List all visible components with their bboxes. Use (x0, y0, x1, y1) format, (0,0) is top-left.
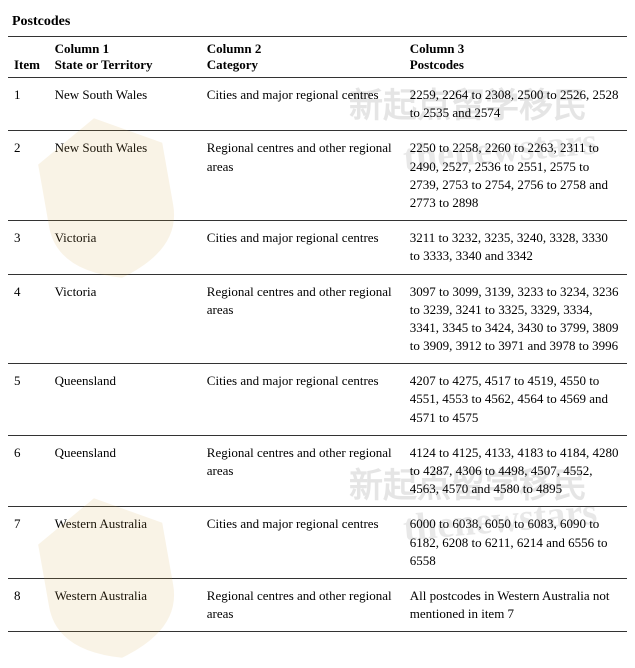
header-col2-sub: Category (207, 57, 398, 73)
header-col3-sub: Postcodes (410, 57, 621, 73)
table-row: 6 Queensland Regional centres and other … (8, 435, 627, 507)
cell-state: Queensland (49, 364, 201, 436)
table-row: 8 Western Australia Regional centres and… (8, 578, 627, 631)
cell-postcodes: 4124 to 4125, 4133, 4183 to 4184, 4280 t… (404, 435, 627, 507)
cell-postcodes: All postcodes in Western Australia not m… (404, 578, 627, 631)
cell-category: Regional centres and other regional area… (201, 435, 404, 507)
cell-postcodes: 3097 to 3099, 3139, 3233 to 3234, 3236 t… (404, 274, 627, 364)
cell-state: Victoria (49, 221, 201, 274)
cell-category: Regional centres and other regional area… (201, 131, 404, 221)
table-row: 1 New South Wales Cities and major regio… (8, 78, 627, 131)
cell-item: 4 (8, 274, 49, 364)
cell-item: 1 (8, 78, 49, 131)
cell-state: Queensland (49, 435, 201, 507)
cell-category: Cities and major regional centres (201, 364, 404, 436)
cell-category: Regional centres and other regional area… (201, 274, 404, 364)
table-row: 3 Victoria Cities and major regional cen… (8, 221, 627, 274)
cell-postcodes: 6000 to 6038, 6050 to 6083, 6090 to 6182… (404, 507, 627, 579)
cell-item: 2 (8, 131, 49, 221)
cell-state: Victoria (49, 274, 201, 364)
cell-category: Regional centres and other regional area… (201, 578, 404, 631)
cell-item: 7 (8, 507, 49, 579)
header-category: Column 2 Category (201, 37, 404, 78)
cell-item: 6 (8, 435, 49, 507)
cell-item: 5 (8, 364, 49, 436)
cell-postcodes: 3211 to 3232, 3235, 3240, 3328, 3330 to … (404, 221, 627, 274)
header-col1-sub: State or Territory (55, 57, 195, 73)
header-postcodes: Column 3 Postcodes (404, 37, 627, 78)
postcodes-table-container: 新起点留学移民 thenewstars 新起点留学移民 thenewstars … (8, 8, 627, 632)
header-item-label: Item (14, 57, 43, 73)
cell-state: Western Australia (49, 507, 201, 579)
cell-state: New South Wales (49, 78, 201, 131)
table-title: Postcodes (8, 8, 627, 37)
table-row: 2 New South Wales Regional centres and o… (8, 131, 627, 221)
table-row: 5 Queensland Cities and major regional c… (8, 364, 627, 436)
cell-category: Cities and major regional centres (201, 507, 404, 579)
header-item: Item (8, 37, 49, 78)
postcodes-table: Item Column 1 State or Territory Column … (8, 37, 627, 632)
table-row: 7 Western Australia Cities and major reg… (8, 507, 627, 579)
cell-state: Western Australia (49, 578, 201, 631)
header-col2-label: Column 2 (207, 41, 398, 57)
table-body: 1 New South Wales Cities and major regio… (8, 78, 627, 632)
header-col1-label: Column 1 (55, 41, 195, 57)
cell-item: 8 (8, 578, 49, 631)
cell-postcodes: 2250 to 2258, 2260 to 2263, 2311 to 2490… (404, 131, 627, 221)
cell-state: New South Wales (49, 131, 201, 221)
cell-item: 3 (8, 221, 49, 274)
header-col3-label: Column 3 (410, 41, 621, 57)
cell-category: Cities and major regional centres (201, 78, 404, 131)
header-row: Item Column 1 State or Territory Column … (8, 37, 627, 78)
cell-postcodes: 4207 to 4275, 4517 to 4519, 4550 to 4551… (404, 364, 627, 436)
header-state: Column 1 State or Territory (49, 37, 201, 78)
table-row: 4 Victoria Regional centres and other re… (8, 274, 627, 364)
cell-category: Cities and major regional centres (201, 221, 404, 274)
cell-postcodes: 2259, 2264 to 2308, 2500 to 2526, 2528 t… (404, 78, 627, 131)
